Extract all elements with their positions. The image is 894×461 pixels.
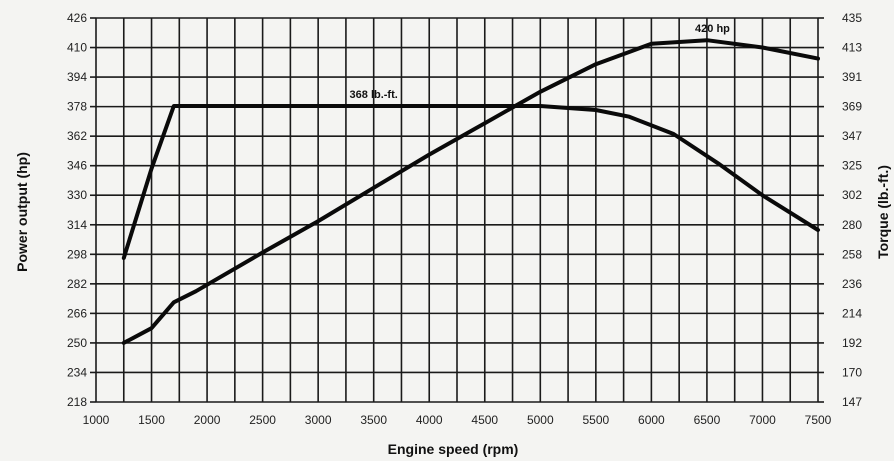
grid-lines — [95, 17, 819, 403]
left-tick-label: 394 — [67, 70, 87, 84]
right-tick-label: 147 — [842, 395, 862, 409]
right-tick-label: 170 — [842, 365, 862, 379]
x-tick-label: 1000 — [83, 413, 110, 427]
annotation-label: 420 hp — [695, 23, 730, 35]
left-tick-label: 362 — [67, 129, 87, 143]
x-tick-label: 3500 — [360, 413, 387, 427]
right-axis-ticks: 147 170 192 214 236 258 280 302 325 347 369 391 413 4… — [818, 11, 862, 409]
power-line — [121, 38, 820, 345]
left-axis-ticks: 218 234 250 266 282 298 314 330 346 362 378 394 410 4… — [67, 11, 96, 409]
x-tick-label: 4500 — [471, 413, 498, 427]
left-tick-label: 314 — [67, 218, 87, 232]
left-tick-label: 250 — [67, 336, 87, 350]
left-axis-title: Power output (hp) — [14, 152, 30, 272]
right-tick-label: 258 — [842, 247, 862, 261]
left-tick-label: 218 — [67, 395, 87, 409]
x-tick-label: 2500 — [249, 413, 276, 427]
x-tick-label: 6500 — [694, 413, 721, 427]
right-tick-label: 192 — [842, 336, 862, 350]
right-tick-label: 391 — [842, 70, 862, 84]
x-tick-label: 5000 — [527, 413, 554, 427]
left-tick-label: 282 — [67, 277, 87, 291]
x-tick-label: 5500 — [582, 413, 609, 427]
x-tick-label: 6000 — [638, 413, 665, 427]
left-tick-label: 298 — [67, 247, 87, 261]
left-tick-label: 266 — [67, 306, 87, 320]
left-tick-label: 330 — [67, 188, 87, 202]
x-tick-label: 7000 — [749, 413, 776, 427]
right-tick-label: 280 — [842, 218, 862, 232]
left-tick-label: 426 — [67, 11, 87, 25]
series-lines — [121, 38, 820, 345]
x-axis-ticks: 1000 1500 2000 2500 3000 3500 4000 4500 5000 5500… — [83, 413, 832, 427]
left-tick-label: 346 — [67, 159, 87, 173]
x-tick-label: 7500 — [805, 413, 832, 427]
x-axis-title: Engine speed (rpm) — [388, 441, 519, 457]
right-tick-label: 413 — [842, 41, 862, 55]
right-tick-label: 236 — [842, 277, 862, 291]
annotations: 420 hp 368 lb.-ft. — [350, 23, 731, 101]
torque-line — [121, 104, 820, 260]
left-tick-label: 234 — [67, 365, 87, 379]
left-tick-label: 410 — [67, 41, 87, 55]
right-tick-label: 302 — [842, 188, 862, 202]
right-tick-label: 325 — [842, 159, 862, 173]
right-tick-label: 347 — [842, 129, 862, 143]
right-axis-title: Torque (lb.-ft.) — [875, 165, 891, 259]
left-tick-label: 378 — [67, 100, 87, 114]
x-tick-label: 3000 — [305, 413, 332, 427]
right-tick-label: 214 — [842, 306, 862, 320]
right-tick-label: 369 — [842, 100, 862, 114]
x-tick-label: 1500 — [138, 413, 165, 427]
annotation-label: 368 lb.-ft. — [350, 89, 398, 101]
x-tick-label: 4000 — [416, 413, 443, 427]
x-tick-label: 2000 — [194, 413, 221, 427]
right-tick-label: 435 — [842, 11, 862, 25]
